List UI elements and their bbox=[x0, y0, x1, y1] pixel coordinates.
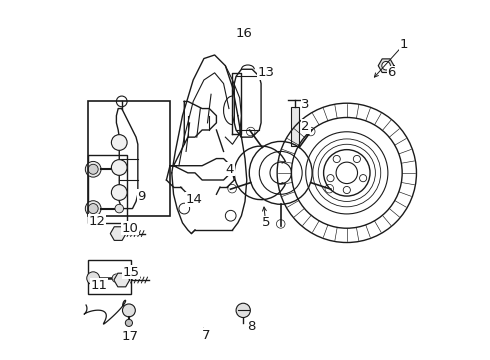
Circle shape bbox=[115, 204, 123, 213]
Circle shape bbox=[236, 303, 250, 318]
Text: 17: 17 bbox=[122, 330, 139, 343]
Text: 6: 6 bbox=[387, 66, 395, 79]
Circle shape bbox=[87, 272, 99, 285]
Text: 9: 9 bbox=[137, 190, 146, 203]
Text: 14: 14 bbox=[186, 193, 203, 206]
Bar bbox=[88, 155, 127, 223]
Text: 1: 1 bbox=[400, 38, 408, 51]
Text: 13: 13 bbox=[258, 66, 275, 79]
Bar bbox=[291, 107, 299, 146]
Bar bbox=[88, 260, 131, 294]
Circle shape bbox=[85, 201, 101, 216]
Text: 16: 16 bbox=[236, 27, 253, 40]
Circle shape bbox=[88, 164, 98, 174]
Text: 7: 7 bbox=[202, 329, 211, 342]
Text: 15: 15 bbox=[122, 266, 139, 279]
Circle shape bbox=[111, 135, 127, 150]
Text: 12: 12 bbox=[88, 215, 105, 228]
Circle shape bbox=[125, 319, 132, 327]
Circle shape bbox=[111, 185, 127, 201]
Circle shape bbox=[88, 203, 98, 213]
Circle shape bbox=[122, 304, 135, 317]
Circle shape bbox=[115, 165, 123, 174]
Text: 3: 3 bbox=[301, 99, 310, 112]
Bar bbox=[88, 102, 170, 216]
Text: 2: 2 bbox=[301, 120, 310, 133]
Circle shape bbox=[85, 161, 101, 177]
Text: 8: 8 bbox=[247, 320, 256, 333]
Circle shape bbox=[382, 62, 391, 70]
Polygon shape bbox=[378, 59, 394, 72]
Text: 10: 10 bbox=[122, 222, 138, 235]
Text: 4: 4 bbox=[226, 163, 234, 176]
Polygon shape bbox=[114, 273, 130, 287]
Text: 11: 11 bbox=[91, 279, 108, 292]
Polygon shape bbox=[110, 227, 126, 240]
Text: 5: 5 bbox=[262, 216, 270, 229]
Circle shape bbox=[111, 159, 127, 175]
Circle shape bbox=[112, 274, 121, 283]
